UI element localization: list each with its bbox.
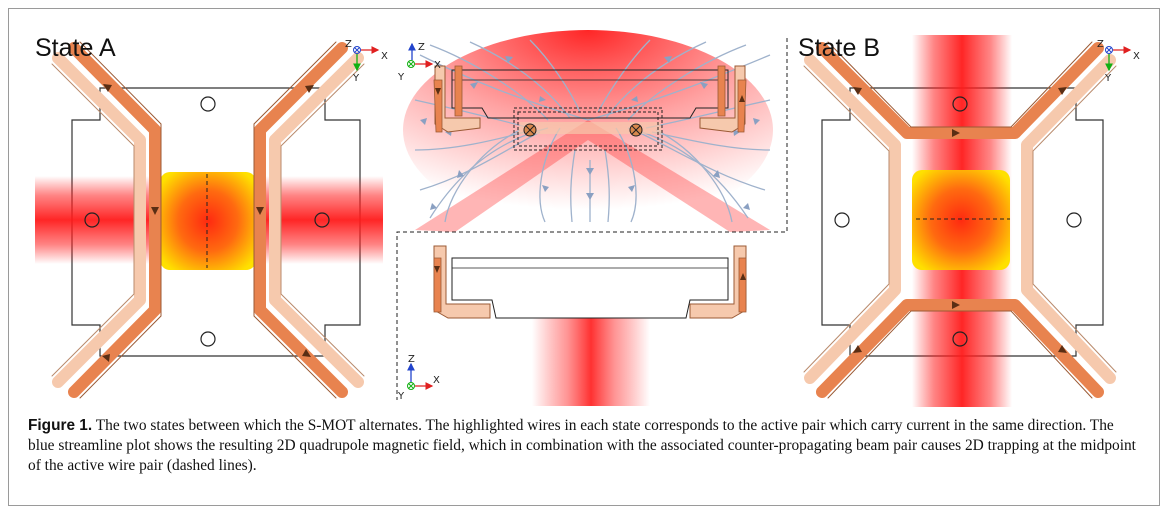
caption-label: Figure 1.	[28, 417, 93, 434]
state-b-axis-triad: Z X Y	[1097, 39, 1140, 84]
state-a-title: State A	[35, 34, 116, 62]
state-b-hole-left	[834, 212, 850, 228]
field-plot-panel: Z X Y	[397, 30, 783, 232]
axis-label-y: Y	[352, 73, 360, 84]
state-a-hole-top	[200, 96, 216, 112]
state-b-title: State B	[798, 34, 880, 62]
state-a-axis-triad: Z X Y	[345, 39, 388, 84]
caption-text: The two states between which the S-MOT a…	[28, 417, 1136, 474]
state-b-inactive-wires	[804, 54, 1116, 384]
state-a-hole-right	[314, 212, 330, 228]
axis-label-y: Y	[397, 391, 405, 402]
state-a-active-wires	[68, 42, 348, 398]
figure-frame	[8, 8, 1160, 506]
field-plot-axis-triad: Z X Y	[397, 42, 441, 83]
axis-label-x: X	[1133, 51, 1140, 62]
state-a-trap-region	[160, 172, 256, 270]
state-b-hole-top	[952, 96, 968, 112]
axis-label-y: Y	[1104, 73, 1112, 84]
cross-section-panel: Z X Y	[397, 245, 747, 406]
cross-section-axis-triad: Z X Y	[397, 354, 440, 402]
axis-label-y: Y	[397, 72, 405, 83]
cross-section-laser-beam	[532, 318, 650, 406]
state-b-panel	[803, 35, 1117, 407]
axis-label-x: X	[434, 60, 441, 71]
state-a-panel	[35, 41, 383, 399]
state-a-hole-bottom	[200, 331, 216, 347]
axis-label-z: Z	[1097, 39, 1104, 50]
state-b-hole-bottom	[952, 331, 968, 347]
axis-label-z: Z	[345, 39, 352, 50]
state-a-inactive-wires	[52, 52, 364, 388]
state-b-active-wires	[816, 42, 1104, 398]
figure-caption: Figure 1. The two states between which t…	[28, 416, 1143, 476]
state-a-hole-left	[84, 212, 100, 228]
field-plot-chip-section	[433, 65, 747, 151]
axis-label-x: X	[433, 375, 440, 386]
zoom-connector-lines	[396, 38, 788, 400]
state-b-trap-region	[912, 170, 1010, 270]
axis-label-z: Z	[408, 354, 415, 365]
axis-label-x: X	[381, 51, 388, 62]
axis-label-z: Z	[418, 42, 425, 53]
state-b-hole-right	[1066, 212, 1082, 228]
